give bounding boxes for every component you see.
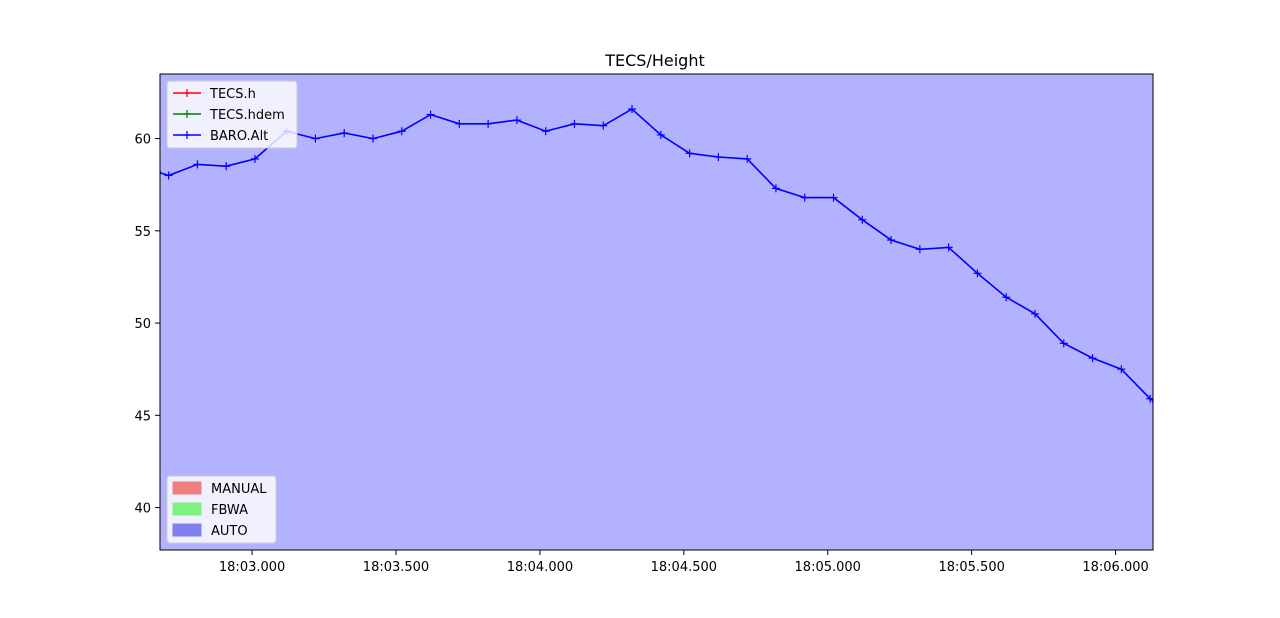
plot-frame [159, 73, 1154, 551]
x-axis: 18:03.000 18:03.500 18:04.000 18:04.500 18:0… [219, 550, 1149, 575]
data-point [656, 130, 665, 139]
data-point [193, 160, 202, 169]
legend-modes[interactable]: MANUAL FBWA AUTO [166, 475, 277, 544]
y-tick-label: 50 [134, 317, 151, 332]
legend-label: TECS.hdem [209, 108, 285, 123]
data-point [685, 149, 694, 158]
data-point [397, 127, 406, 136]
data-point [340, 129, 349, 138]
mode-legend-item-manual[interactable]: MANUAL [172, 481, 267, 497]
data-point [628, 105, 637, 114]
data-point [426, 110, 435, 119]
legend-item-tecs-h[interactable]: TECS.h [173, 87, 256, 102]
mode-legend-item-fbwa[interactable]: FBWA [172, 502, 248, 518]
data-point [570, 119, 579, 128]
x-tick-label: 18:06.000 [1082, 560, 1148, 575]
x-tick-label: 18:03.000 [219, 560, 285, 575]
data-point [250, 154, 259, 163]
legend-series[interactable]: TECS.h TECS.hdem BARO.Alt [166, 80, 298, 149]
data-point [858, 215, 867, 224]
data-point [973, 269, 982, 278]
mode-legend-item-auto[interactable]: AUTO [172, 523, 248, 539]
data-point [714, 153, 723, 162]
data-point [1059, 339, 1068, 348]
data-point [1002, 293, 1011, 302]
chart-title: TECS/Height [604, 51, 705, 70]
y-tick-label: 40 [134, 502, 151, 517]
mode-legend-label: MANUAL [211, 482, 267, 497]
data-point [743, 154, 752, 163]
data-point [800, 193, 809, 202]
mode-legend-label: FBWA [211, 503, 248, 518]
data-point [164, 171, 173, 180]
y-tick-label: 60 [134, 133, 151, 148]
data-point [599, 121, 608, 130]
data-point [368, 134, 377, 143]
legend-box [166, 80, 298, 149]
data-point [887, 236, 896, 245]
x-tick-label: 18:05.500 [938, 560, 1004, 575]
data-point [1088, 354, 1097, 363]
mode-legend-label: AUTO [211, 524, 248, 539]
x-tick-label: 18:04.500 [651, 560, 717, 575]
x-tick-label: 18:03.500 [363, 560, 429, 575]
data-point [829, 193, 838, 202]
y-tick-label: 55 [134, 225, 151, 240]
mode-swatch [172, 502, 202, 516]
plot-background-auto [160, 74, 1153, 550]
data-point [541, 127, 550, 136]
data-point [1030, 309, 1039, 318]
data-point [484, 119, 493, 128]
data-point [944, 243, 953, 252]
legend-item-baro-alt[interactable]: BARO.Alt [173, 129, 268, 144]
data-point [512, 116, 521, 125]
legend-label: BARO.Alt [210, 129, 268, 144]
y-axis: 40 45 50 55 60 [134, 133, 160, 517]
data-point [222, 162, 231, 171]
legend-label: TECS.h [209, 87, 256, 102]
mode-swatch [172, 481, 202, 495]
x-tick-label: 18:04.000 [507, 560, 573, 575]
legend-item-tecs-hdem[interactable]: TECS.hdem [173, 108, 285, 123]
data-point [455, 119, 464, 128]
data-point [1117, 365, 1126, 374]
y-tick-label: 45 [134, 409, 151, 424]
data-point [311, 134, 320, 143]
data-point [915, 245, 924, 254]
mode-swatch [172, 523, 202, 537]
data-point [771, 184, 780, 193]
x-tick-label: 18:05.000 [795, 560, 861, 575]
